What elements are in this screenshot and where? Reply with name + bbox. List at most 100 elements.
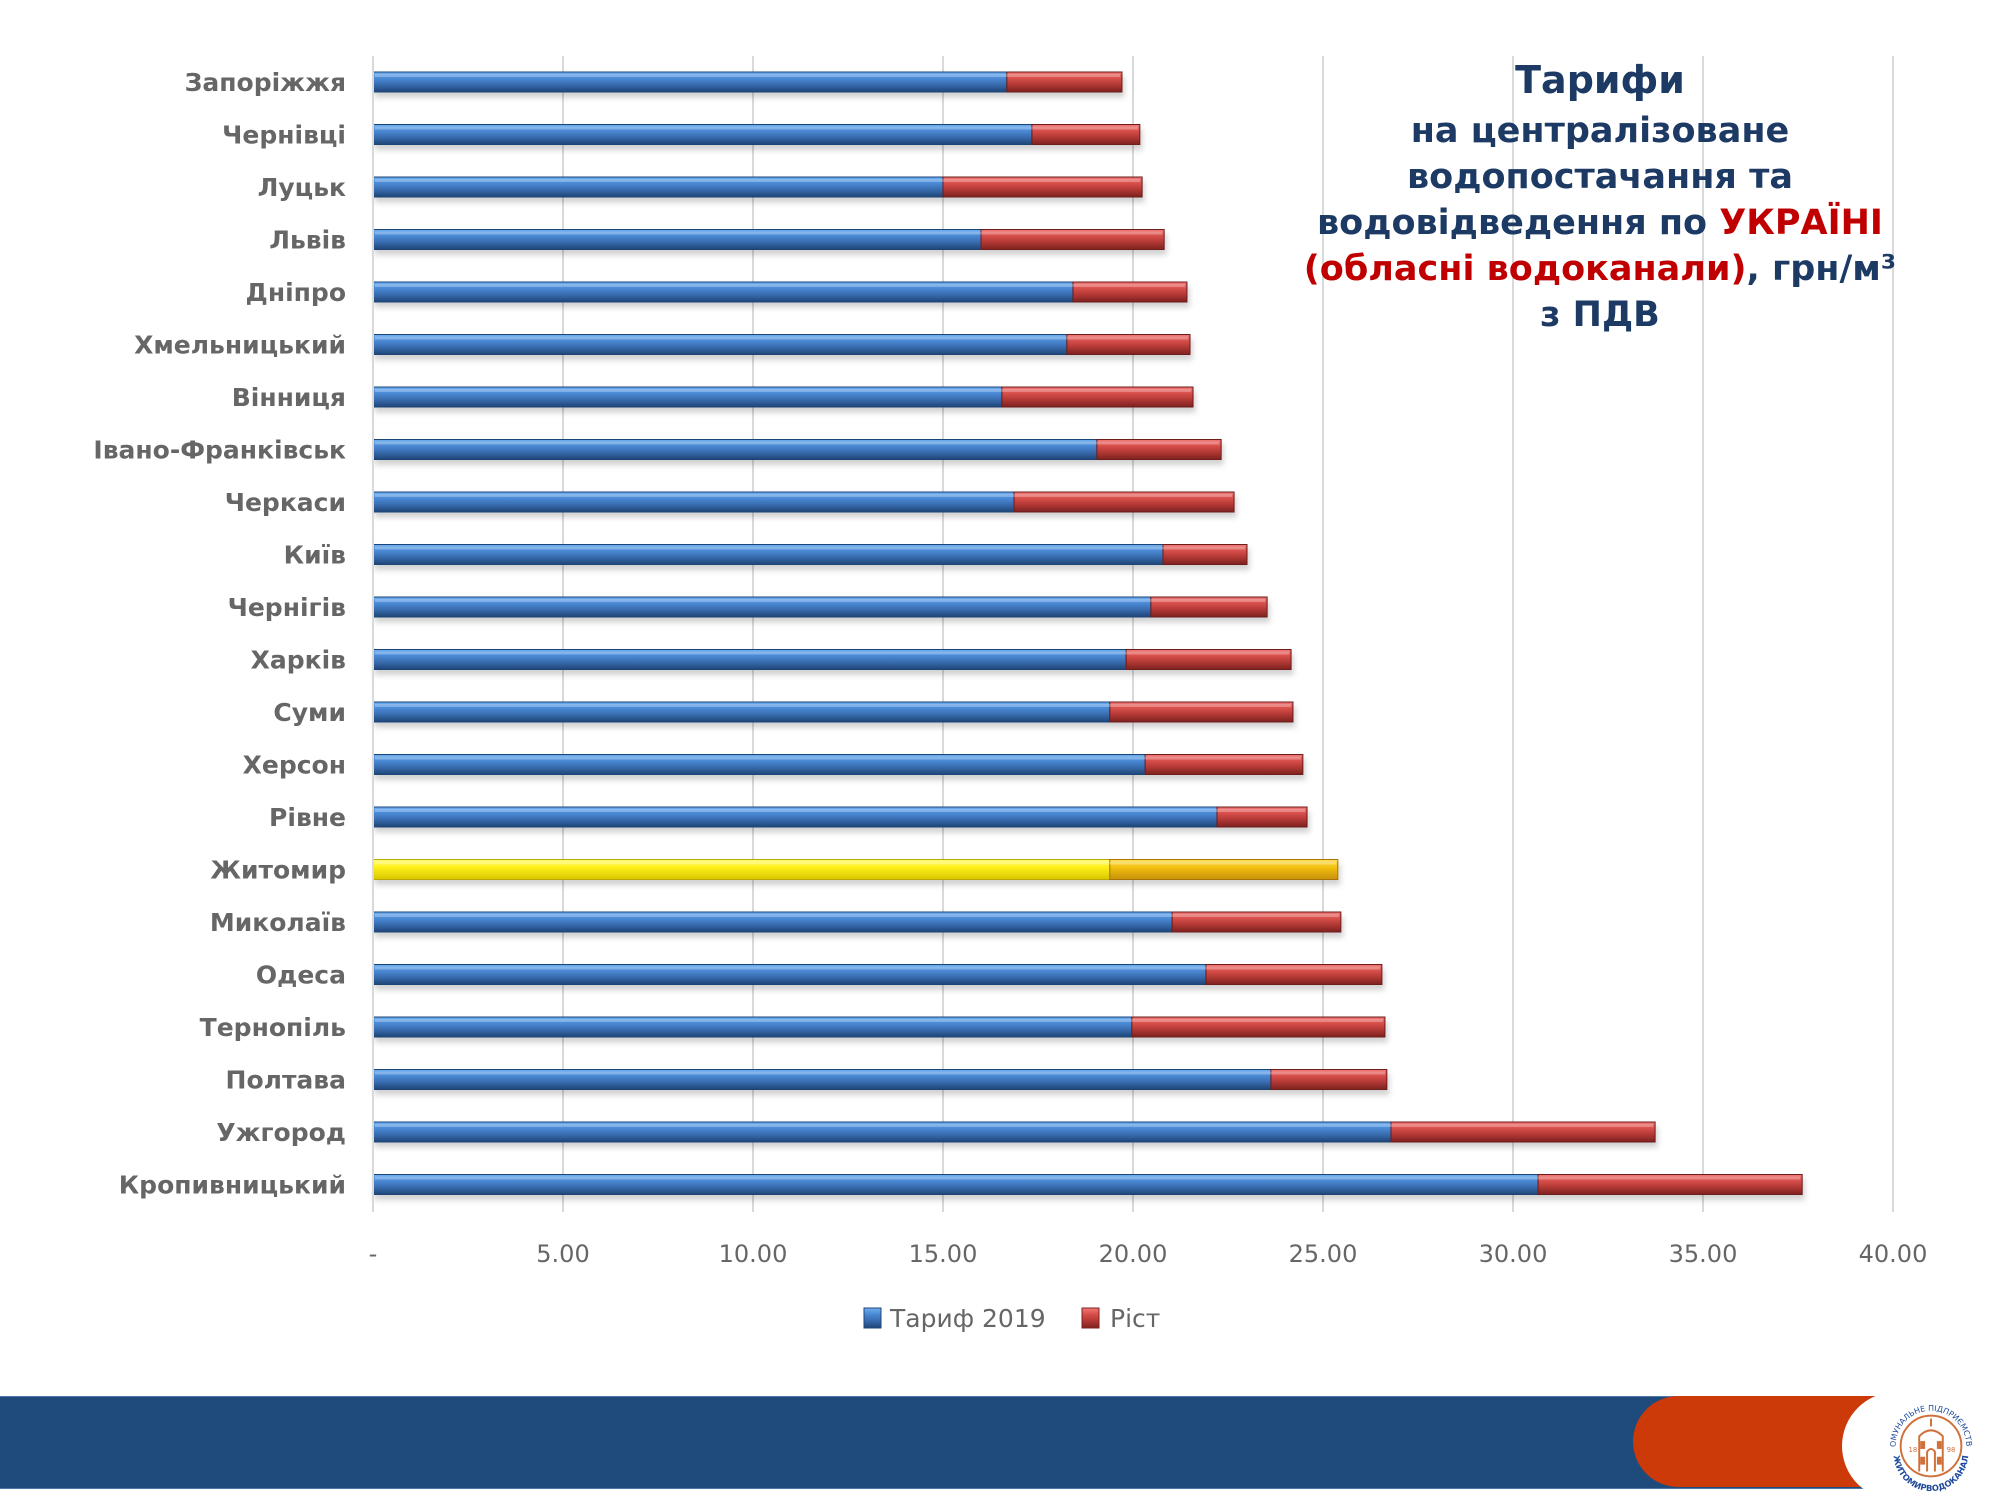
x-tick-label: 35.00 bbox=[1669, 1240, 1738, 1268]
bar-bevel bbox=[375, 441, 1220, 445]
bar-bevel bbox=[375, 179, 1141, 182]
bar-bevel bbox=[375, 704, 1291, 707]
category-label: Миколаїв bbox=[210, 908, 346, 937]
bar-bevel bbox=[375, 126, 1138, 130]
category-label: Житомир bbox=[210, 856, 346, 885]
bar-group bbox=[372, 1069, 1388, 1090]
bar-bevel bbox=[375, 1124, 1654, 1127]
chart-title: Тарифи на централізоване водопостачання … bbox=[1240, 52, 1960, 338]
bar-group bbox=[372, 596, 1268, 618]
category-label: Харків bbox=[251, 646, 346, 675]
category-label: Львів bbox=[269, 226, 346, 255]
logo-top-text: КОМУНАЛЬНЕ ПІДПРИЄМСТВО bbox=[1882, 1397, 1973, 1447]
bar-bevel bbox=[375, 1019, 1383, 1022]
bar-bevel bbox=[375, 1176, 1801, 1180]
water-tower-icon bbox=[1918, 1418, 1944, 1472]
bar-bevel bbox=[375, 1071, 1385, 1075]
title-line-3: водопостачання та bbox=[1407, 157, 1793, 197]
bar-group bbox=[372, 544, 1248, 565]
title-oblast-vodokanaly: (обласні водоканали) bbox=[1303, 249, 1747, 289]
x-tick-label: 40.00 bbox=[1859, 1240, 1928, 1268]
bar-bevel bbox=[375, 651, 1290, 655]
category-label: Ужгород bbox=[216, 1118, 346, 1147]
category-label: Дніпро bbox=[246, 278, 346, 307]
legend: Тариф 2019 Ріст bbox=[863, 1304, 1160, 1333]
bar-group bbox=[372, 859, 1339, 880]
category-label: Запоріжжя bbox=[185, 68, 346, 97]
category-label: Луцьк bbox=[258, 173, 346, 202]
category-label: Чернівці bbox=[222, 121, 346, 150]
category-label: Тернопіль bbox=[200, 1013, 346, 1042]
bar-bevel bbox=[375, 546, 1245, 550]
x-tick-label: - bbox=[369, 1240, 378, 1268]
title-line-6: з ПДВ bbox=[1540, 295, 1660, 335]
legend-label-growth: Ріст bbox=[1110, 1304, 1160, 1333]
title-line-4-text: водовідведення по bbox=[1317, 203, 1720, 243]
bar-group bbox=[372, 911, 1342, 933]
category-label: Кропивницький bbox=[119, 1171, 346, 1200]
bar-group bbox=[372, 1174, 1803, 1195]
bar-group bbox=[372, 124, 1141, 145]
bar-group bbox=[372, 229, 1165, 250]
x-axis-ticks: - 5.00 10.00 15.00 20.00 25.00 30.00 35.00 40.00 bbox=[369, 1240, 1928, 1268]
x-tick-label: 5.00 bbox=[536, 1240, 589, 1268]
bar-group bbox=[372, 964, 1383, 985]
category-label: Черкаси bbox=[225, 488, 346, 517]
bar-group bbox=[372, 176, 1143, 198]
bar-group bbox=[372, 334, 1191, 355]
logo-year-left: 18 bbox=[1908, 1446, 1917, 1454]
bar-bevel bbox=[375, 389, 1192, 392]
category-label: Полтава bbox=[226, 1066, 346, 1095]
title-line-5: (обласні водоканали), грн/м³ bbox=[1240, 246, 1960, 292]
title-line-1: Тарифи bbox=[1515, 58, 1685, 102]
bar-bevel bbox=[375, 861, 1336, 865]
category-label: Херсон bbox=[243, 751, 346, 780]
tariff-chart: - 5.00 10.00 15.00 20.00 25.00 30.00 35.00 40.00… bbox=[93, 56, 1928, 1333]
bar-bevel bbox=[375, 599, 1266, 602]
legend-swatch-growth bbox=[1081, 1307, 1100, 1329]
category-label: Київ bbox=[284, 541, 346, 570]
legend-swatch-tariff bbox=[863, 1307, 882, 1329]
bar-group bbox=[372, 1016, 1386, 1038]
category-label: Вінниця bbox=[232, 383, 346, 412]
x-tick-label: 15.00 bbox=[909, 1240, 978, 1268]
bar-group bbox=[372, 439, 1222, 460]
bar-group bbox=[372, 1121, 1656, 1143]
bar-group bbox=[372, 806, 1308, 828]
bar-bevel bbox=[375, 231, 1163, 235]
bar-bevel bbox=[375, 914, 1339, 917]
zhytomyrvodokanal-logo: 18 98 КОМУНАЛЬНЕ ПІДПРИЄМСТВО ЖИТОМИРВОД… bbox=[1882, 1397, 1973, 1493]
bar-bevel bbox=[375, 74, 1120, 77]
x-tick-label: 10.00 bbox=[719, 1240, 788, 1268]
logo-year-right: 98 bbox=[1947, 1446, 1956, 1454]
bar-group bbox=[372, 71, 1123, 93]
legend-label-tariff: Тариф 2019 bbox=[889, 1304, 1046, 1333]
bar-bevel bbox=[375, 966, 1380, 970]
bar-bevel bbox=[375, 809, 1306, 812]
bar-bevel bbox=[375, 494, 1233, 497]
bar-bevel bbox=[375, 284, 1185, 287]
title-line-4: водовідведення по УКРАЇНІ bbox=[1240, 200, 1960, 246]
x-tick-label: 25.00 bbox=[1289, 1240, 1358, 1268]
category-label: Одеса bbox=[256, 961, 346, 990]
category-label: Рівне bbox=[269, 803, 346, 832]
title-ukraine: УКРАЇНІ bbox=[1719, 203, 1883, 243]
title-line-2: на централізоване bbox=[1410, 111, 1790, 151]
bar-group bbox=[372, 491, 1235, 513]
bar-bevel bbox=[375, 336, 1188, 340]
bar-group bbox=[372, 701, 1294, 723]
bar-bevel bbox=[375, 756, 1301, 760]
bar-group bbox=[372, 649, 1292, 670]
category-labels: Запоріжжя Чернівці Луцьк Львів Дніпро Хмельни… bbox=[93, 68, 346, 1200]
category-label: Хмельницький bbox=[134, 331, 346, 360]
category-label: Чернігів bbox=[228, 593, 346, 622]
category-label: Суми bbox=[273, 698, 346, 727]
bar-group bbox=[372, 281, 1188, 303]
x-tick-label: 30.00 bbox=[1479, 1240, 1548, 1268]
x-tick-label: 20.00 bbox=[1099, 1240, 1168, 1268]
category-label: Івано-Франківськ bbox=[93, 436, 346, 465]
svg-text:КОМУНАЛЬНЕ ПІДПРИЄМСТВО: КОМУНАЛЬНЕ ПІДПРИЄМСТВО bbox=[1882, 1397, 1973, 1447]
bar-group bbox=[372, 386, 1194, 408]
bars bbox=[372, 71, 1803, 1195]
bar-group bbox=[372, 754, 1304, 775]
